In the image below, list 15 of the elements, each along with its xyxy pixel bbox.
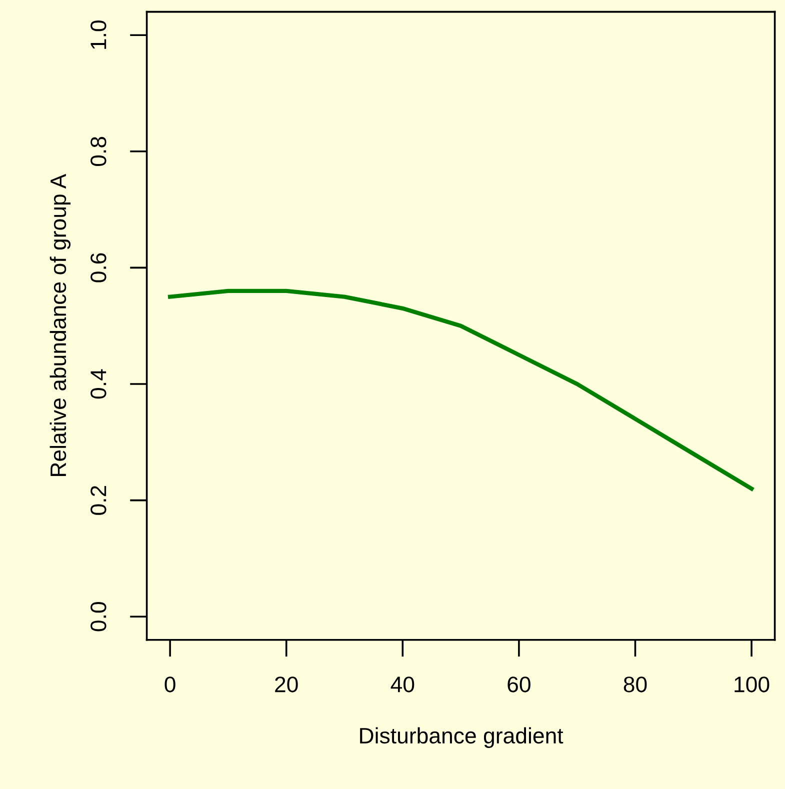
- x-axis-title: Disturbance gradient: [360, 727, 564, 748]
- x-tick-label: 100: [734, 676, 770, 692]
- line-series: [168, 288, 754, 491]
- x-tick-label: 40: [390, 676, 414, 692]
- y-tick-label: 0.2: [90, 486, 106, 515]
- y-tick-label: 0.8: [90, 136, 106, 166]
- y-tick-label: 0.4: [90, 369, 106, 399]
- y-tick-label: 0.0: [90, 602, 106, 632]
- y-tick-label: 1.0: [90, 20, 106, 49]
- y-axis-title: Relative abundance of group A: [50, 174, 71, 476]
- x-tick-label: 60: [508, 676, 530, 692]
- x-tick-label: 80: [624, 676, 647, 692]
- x-tick-label: 20: [275, 676, 298, 692]
- y-tick-label: 0.6: [90, 253, 106, 282]
- x-tick-label: 0: [164, 676, 176, 692]
